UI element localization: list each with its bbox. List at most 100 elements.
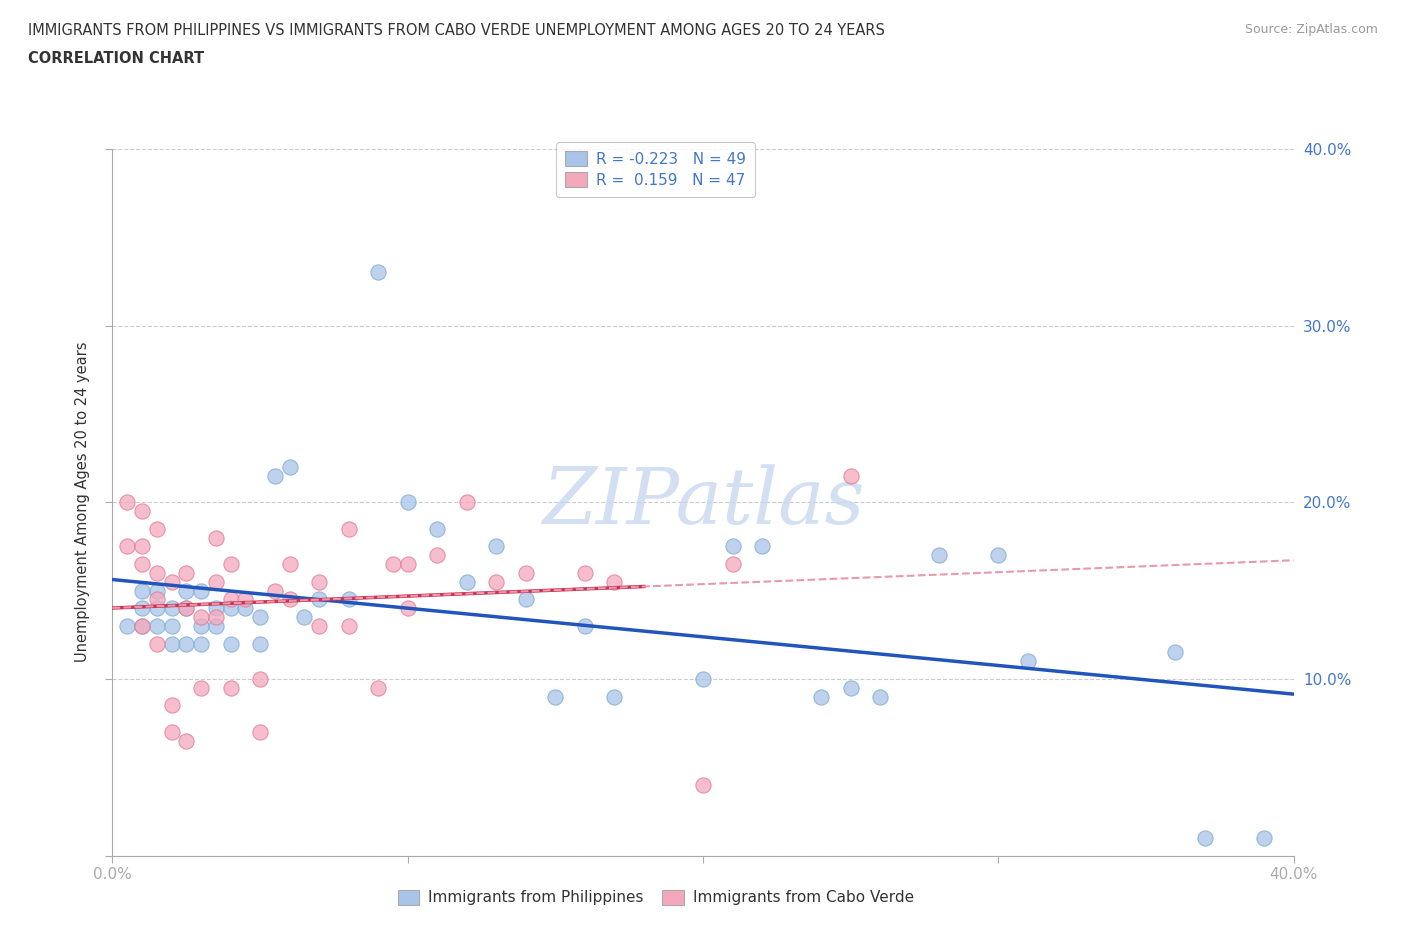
Point xyxy=(337,592,360,607)
Point xyxy=(928,548,950,563)
Point xyxy=(174,601,197,616)
Point xyxy=(485,539,508,554)
Point xyxy=(131,601,153,616)
Point xyxy=(264,469,287,484)
Point xyxy=(721,556,744,571)
Point xyxy=(987,548,1010,563)
Text: ZIPatlas: ZIPatlas xyxy=(541,464,865,540)
Point xyxy=(131,539,153,554)
Point xyxy=(869,689,891,704)
Point xyxy=(131,556,153,571)
Point xyxy=(382,556,405,571)
Point xyxy=(219,601,242,616)
Point xyxy=(603,575,626,590)
Point xyxy=(278,556,301,571)
Point xyxy=(396,601,419,616)
Point xyxy=(146,583,169,598)
Point xyxy=(839,681,862,696)
Point xyxy=(190,636,212,651)
Point xyxy=(249,724,271,739)
Point xyxy=(160,575,183,590)
Point xyxy=(131,618,153,633)
Point xyxy=(233,592,256,607)
Point xyxy=(146,636,169,651)
Point xyxy=(308,618,330,633)
Point xyxy=(160,601,183,616)
Point xyxy=(146,522,169,537)
Point xyxy=(146,592,169,607)
Point xyxy=(160,724,183,739)
Point xyxy=(131,583,153,598)
Point xyxy=(174,565,197,580)
Point xyxy=(292,610,315,625)
Text: CORRELATION CHART: CORRELATION CHART xyxy=(28,51,204,66)
Point xyxy=(160,698,183,712)
Point xyxy=(219,636,242,651)
Point xyxy=(146,618,169,633)
Point xyxy=(249,671,271,686)
Point xyxy=(249,610,271,625)
Point xyxy=(308,575,330,590)
Point xyxy=(692,671,714,686)
Point xyxy=(839,469,862,484)
Point xyxy=(219,592,242,607)
Point xyxy=(146,601,169,616)
Point xyxy=(810,689,832,704)
Point xyxy=(367,681,389,696)
Point xyxy=(1194,830,1216,845)
Point xyxy=(456,575,478,590)
Point xyxy=(692,777,714,792)
Point xyxy=(205,530,228,545)
Point xyxy=(174,733,197,748)
Text: Source: ZipAtlas.com: Source: ZipAtlas.com xyxy=(1244,23,1378,36)
Point xyxy=(117,539,138,554)
Point xyxy=(603,689,626,704)
Point xyxy=(426,548,449,563)
Point xyxy=(219,681,242,696)
Point xyxy=(515,565,537,580)
Point xyxy=(131,504,153,519)
Point xyxy=(219,556,242,571)
Point xyxy=(205,618,228,633)
Point xyxy=(205,601,228,616)
Point xyxy=(1164,645,1187,660)
Y-axis label: Unemployment Among Ages 20 to 24 years: Unemployment Among Ages 20 to 24 years xyxy=(75,342,90,662)
Point xyxy=(308,592,330,607)
Text: IMMIGRANTS FROM PHILIPPINES VS IMMIGRANTS FROM CABO VERDE UNEMPLOYMENT AMONG AGE: IMMIGRANTS FROM PHILIPPINES VS IMMIGRANT… xyxy=(28,23,884,38)
Point xyxy=(367,265,389,280)
Point xyxy=(233,601,256,616)
Point xyxy=(190,618,212,633)
Point xyxy=(574,565,596,580)
Point xyxy=(278,592,301,607)
Point xyxy=(174,583,197,598)
Point xyxy=(515,592,537,607)
Point xyxy=(205,575,228,590)
Point xyxy=(456,495,478,510)
Point xyxy=(249,636,271,651)
Point xyxy=(117,618,138,633)
Point xyxy=(396,495,419,510)
Point xyxy=(264,583,287,598)
Point xyxy=(117,495,138,510)
Point xyxy=(174,601,197,616)
Point xyxy=(574,618,596,633)
Point xyxy=(396,556,419,571)
Point xyxy=(278,459,301,474)
Point xyxy=(337,522,360,537)
Legend: Immigrants from Philippines, Immigrants from Cabo Verde: Immigrants from Philippines, Immigrants … xyxy=(392,884,920,911)
Point xyxy=(721,539,744,554)
Point xyxy=(190,681,212,696)
Point xyxy=(544,689,567,704)
Point xyxy=(174,636,197,651)
Point xyxy=(190,610,212,625)
Point xyxy=(131,618,153,633)
Point xyxy=(146,565,169,580)
Point xyxy=(426,522,449,537)
Point xyxy=(485,575,508,590)
Point xyxy=(190,583,212,598)
Point xyxy=(1253,830,1275,845)
Point xyxy=(337,618,360,633)
Point xyxy=(160,618,183,633)
Point xyxy=(751,539,773,554)
Point xyxy=(1017,654,1039,669)
